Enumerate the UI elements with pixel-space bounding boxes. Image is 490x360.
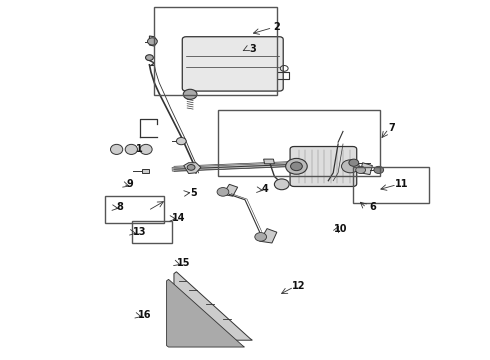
Polygon shape <box>184 163 201 174</box>
Bar <box>353 167 429 203</box>
Circle shape <box>274 179 289 190</box>
Text: 6: 6 <box>369 202 376 212</box>
Bar <box>132 221 172 243</box>
Polygon shape <box>142 169 149 173</box>
Text: 15: 15 <box>177 258 191 268</box>
Circle shape <box>147 38 157 45</box>
Text: 8: 8 <box>117 202 123 212</box>
Polygon shape <box>223 184 238 196</box>
Circle shape <box>146 55 153 60</box>
Text: 2: 2 <box>273 22 280 32</box>
Bar <box>154 7 277 95</box>
Text: 5: 5 <box>190 188 197 198</box>
Text: 9: 9 <box>126 179 133 189</box>
Circle shape <box>349 159 359 166</box>
Polygon shape <box>360 163 372 175</box>
Circle shape <box>291 162 302 171</box>
Text: 10: 10 <box>334 224 347 234</box>
Circle shape <box>187 165 195 170</box>
Text: 16: 16 <box>138 310 151 320</box>
Circle shape <box>286 158 307 174</box>
Circle shape <box>255 233 267 241</box>
Bar <box>218 110 380 176</box>
Text: 11: 11 <box>395 179 409 189</box>
FancyBboxPatch shape <box>182 37 283 91</box>
Ellipse shape <box>140 144 152 154</box>
Polygon shape <box>167 279 245 347</box>
Text: 4: 4 <box>261 184 268 194</box>
Text: 13: 13 <box>133 227 147 237</box>
Text: 7: 7 <box>389 123 395 133</box>
Polygon shape <box>260 229 277 243</box>
Circle shape <box>183 89 197 99</box>
Polygon shape <box>174 272 252 340</box>
Bar <box>105 196 164 223</box>
Text: 12: 12 <box>292 281 306 291</box>
Ellipse shape <box>125 144 137 154</box>
Circle shape <box>217 188 229 196</box>
Text: 3: 3 <box>249 44 256 54</box>
Text: 1: 1 <box>136 144 143 154</box>
Circle shape <box>176 138 186 145</box>
Polygon shape <box>264 159 274 164</box>
Circle shape <box>342 160 359 173</box>
FancyBboxPatch shape <box>290 147 357 186</box>
Circle shape <box>374 166 384 174</box>
Text: 14: 14 <box>172 213 186 223</box>
Circle shape <box>356 166 366 174</box>
Polygon shape <box>149 36 157 46</box>
Ellipse shape <box>110 144 122 154</box>
